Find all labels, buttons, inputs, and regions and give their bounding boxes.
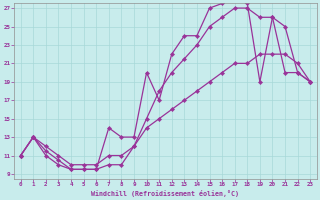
X-axis label: Windchill (Refroidissement éolien,°C): Windchill (Refroidissement éolien,°C) <box>92 190 239 197</box>
